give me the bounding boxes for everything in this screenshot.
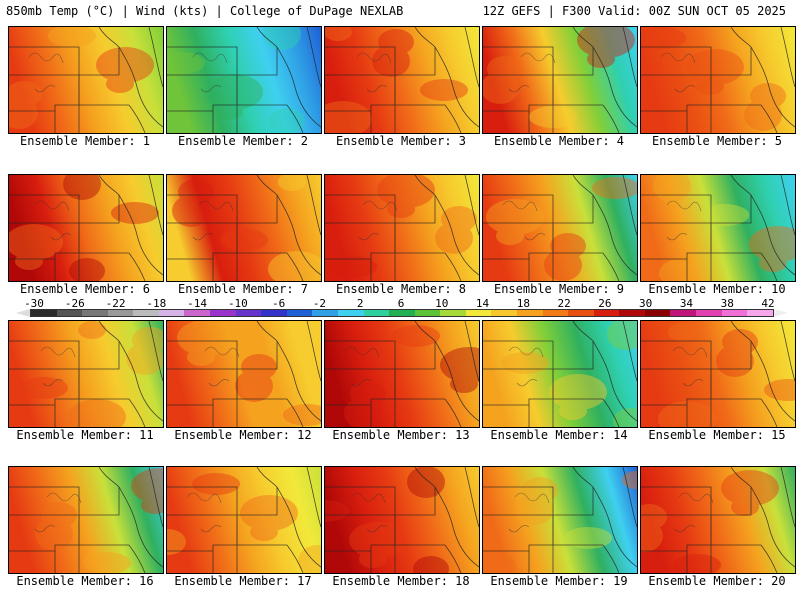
colorbar-tick-label: -6 <box>272 297 286 310</box>
model-run-info: 12Z GEFS | F300 Valid: 00Z SUN OCT 05 20… <box>482 4 786 18</box>
colorbar-swatch <box>363 310 390 316</box>
ensemble-member-label: Ensemble Member: 13 <box>332 428 470 442</box>
colorbar-swatch <box>337 310 364 316</box>
temperature-map <box>8 466 164 574</box>
temperature-map <box>324 320 480 428</box>
temperature-map <box>482 466 638 574</box>
colorbar-swatch <box>286 310 313 316</box>
colorbar-tick-label: -18 <box>146 297 167 310</box>
colorbar-swatch <box>414 310 441 316</box>
ensemble-member-label: Ensemble Member: 7 <box>177 282 309 296</box>
ensemble-member-label: Ensemble Member: 19 <box>490 574 628 588</box>
colorbar-swatch <box>568 310 594 316</box>
temperature-map <box>166 466 322 574</box>
colorbar-tick-label: 10 <box>435 297 449 310</box>
temperature-map <box>324 174 480 282</box>
colorbar-swatch <box>593 310 620 316</box>
colorbar-swatch <box>107 310 134 316</box>
ensemble-member-label: Ensemble Member: 17 <box>174 574 312 588</box>
temperature-map <box>640 466 796 574</box>
colorbar-swatch <box>56 310 83 316</box>
chart-title: 850mb Temp (°C) | Wind (kts) | College o… <box>6 4 404 18</box>
ensemble-member-label: Ensemble Member: 15 <box>648 428 786 442</box>
colorbar-swatch <box>158 310 185 316</box>
ensemble-member-label: Ensemble Member: 3 <box>335 134 467 148</box>
colorbar-strip <box>30 309 774 317</box>
colorbar-tick-label: -22 <box>105 297 126 310</box>
temperature-map <box>166 320 322 428</box>
temperature-map <box>482 174 638 282</box>
colorbar-tick-label: 38 <box>720 297 734 310</box>
ensemble-member-label: Ensemble Member: 10 <box>648 282 786 296</box>
ensemble-member-label: Ensemble Member: 16 <box>16 574 154 588</box>
color-scale-bar: -30 -26 -22 -18 -14 -10 -6 -2 2 6 10 14 18 22 26 30 34 38… <box>16 297 788 319</box>
colorbar-swatch <box>542 310 569 316</box>
temperature-map <box>640 174 796 282</box>
colorbar-swatch <box>133 310 159 316</box>
colorbar-tick-label: 30 <box>639 297 653 310</box>
colorbar-tick-label: -14 <box>187 297 208 310</box>
ensemble-member-label: Ensemble Member: 20 <box>648 574 786 588</box>
colorbar-tick-label: 14 <box>475 297 490 310</box>
ensemble-member-label: Ensemble Member: 6 <box>19 282 151 296</box>
colorbar-tick-label: 34 <box>679 297 694 310</box>
colorbar-tick-label: 18 <box>516 297 530 310</box>
temperature-map <box>8 26 164 134</box>
colorbar-swatch <box>261 310 287 316</box>
colorbar-tick-label: -2 <box>312 297 327 310</box>
temperature-map <box>8 320 164 428</box>
colorbar-min-arrow <box>16 309 30 317</box>
temperature-map <box>640 26 796 134</box>
colorbar-swatch <box>235 310 262 316</box>
colorbar-tick-label: 2 <box>356 297 364 310</box>
colorbar-swatch <box>491 310 517 316</box>
temperature-map <box>166 26 322 134</box>
temperature-map <box>482 320 638 428</box>
colorbar-swatch <box>696 310 722 316</box>
colorbar-swatch <box>440 310 466 316</box>
colorbar-tick-label: 6 <box>397 297 405 310</box>
temperature-map <box>324 26 480 134</box>
ensemble-member-label: Ensemble Member: 18 <box>332 574 470 588</box>
temperature-map <box>482 26 638 134</box>
colorbar-swatch <box>465 310 492 316</box>
ensemble-member-label: Ensemble Member: 4 <box>493 134 625 148</box>
colorbar-tick-label: -10 <box>227 297 248 310</box>
temperature-map <box>640 320 796 428</box>
colorbar-swatch <box>312 310 338 316</box>
colorbar-swatch <box>389 310 415 316</box>
ensemble-member-label: Ensemble Member: 9 <box>493 282 625 296</box>
colorbar-swatch <box>31 310 57 316</box>
temperature-map <box>166 174 322 282</box>
ensemble-member-label: Ensemble Member: 14 <box>490 428 628 442</box>
ensemble-member-label: Ensemble Member: 11 <box>16 428 154 442</box>
colorbar-swatch <box>516 310 543 316</box>
colorbar-swatch <box>670 310 697 316</box>
colorbar-swatch <box>747 310 773 316</box>
temperature-map <box>8 174 164 282</box>
ensemble-member-label: Ensemble Member: 2 <box>177 134 309 148</box>
colorbar-swatch <box>184 310 211 316</box>
ensemble-member-label: Ensemble Member: 1 <box>19 134 151 148</box>
colorbar-swatch <box>721 310 748 316</box>
colorbar-tick-label: -30 <box>24 297 44 310</box>
colorbar-swatch <box>210 310 236 316</box>
colorbar-tick-label: 22 <box>557 297 571 310</box>
ensemble-member-label: Ensemble Member: 12 <box>174 428 312 442</box>
colorbar-swatch <box>82 310 108 316</box>
colorbar-tick-label: 26 <box>598 297 612 310</box>
colorbar-swatch <box>644 310 671 316</box>
colorbar-max-arrow <box>774 309 788 317</box>
colorbar-tick-label: -26 <box>64 297 85 310</box>
ensemble-member-label: Ensemble Member: 5 <box>651 134 783 148</box>
colorbar-tick-label: 42 <box>761 297 775 310</box>
temperature-map <box>324 466 480 574</box>
colorbar-swatch <box>619 310 645 316</box>
ensemble-member-label: Ensemble Member: 8 <box>335 282 467 296</box>
